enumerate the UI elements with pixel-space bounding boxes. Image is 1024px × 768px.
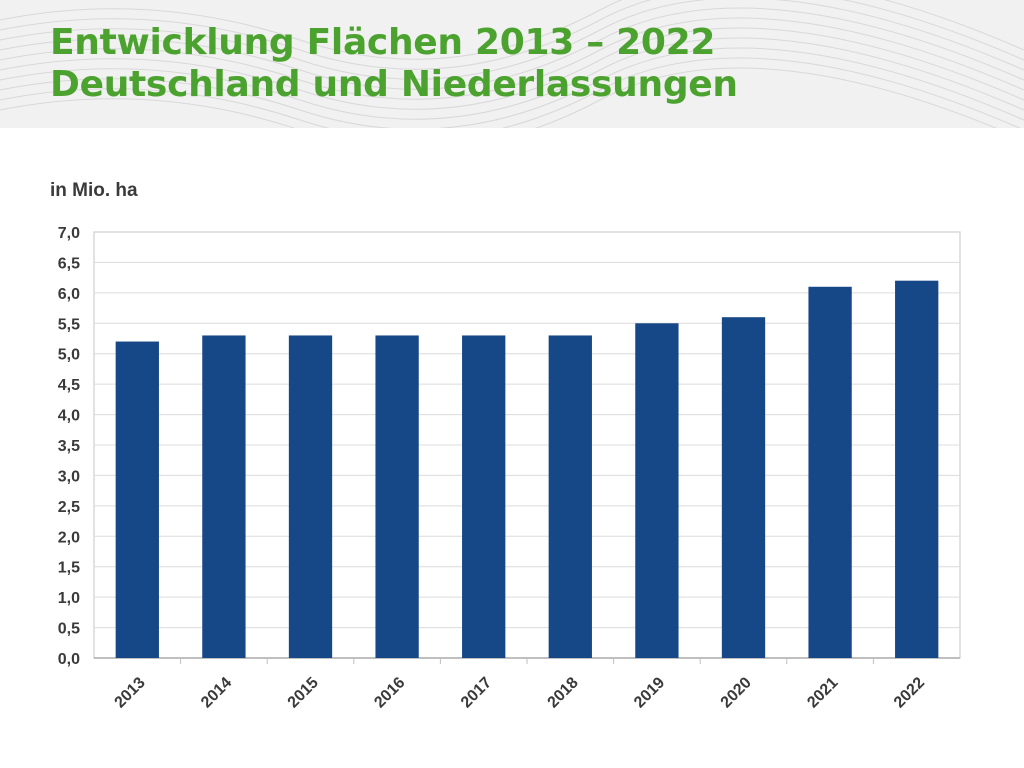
bar-2015 xyxy=(288,335,333,658)
bar-2021 xyxy=(808,286,852,658)
x-tick-label: 2018 xyxy=(545,674,582,711)
y-axis-unit-label: in Mio. ha xyxy=(50,180,138,201)
y-tick-label: 5,5 xyxy=(58,316,80,333)
bar-2020 xyxy=(721,317,766,658)
title-line-1: Entwicklung Flächen 2013 – 2022 xyxy=(50,22,716,63)
y-tick-label: 2,0 xyxy=(58,529,80,546)
bar-2017 xyxy=(462,335,506,658)
y-tick-label: 4,0 xyxy=(58,408,80,425)
x-tick-label: 2017 xyxy=(458,674,495,711)
y-tick-label: 7,0 xyxy=(58,225,80,242)
x-tick-label: 2021 xyxy=(804,674,841,711)
x-tick-label: 2015 xyxy=(285,674,322,711)
y-tick-label: 4,5 xyxy=(58,377,80,394)
x-tick-label: 2020 xyxy=(718,674,755,711)
bar-2022 xyxy=(895,280,939,658)
y-tick-label: 2,5 xyxy=(58,499,80,516)
y-tick-label: 3,5 xyxy=(58,438,80,455)
y-tick-label: 6,5 xyxy=(58,255,80,272)
bar-2018 xyxy=(548,335,592,658)
y-tick-label: 6,0 xyxy=(58,286,80,303)
bar-2016 xyxy=(375,335,419,658)
y-tick-label: 0,0 xyxy=(58,651,80,668)
y-tick-label: 3,0 xyxy=(58,468,80,485)
x-tick-label: 2016 xyxy=(371,674,408,711)
x-tick-label: 2013 xyxy=(112,674,149,711)
header-banner: Entwicklung Flächen 2013 – 2022 Deutschl… xyxy=(0,0,1024,128)
bar-2019 xyxy=(635,323,679,658)
x-tick-label: 2022 xyxy=(891,674,928,711)
page-title: Entwicklung Flächen 2013 – 2022 Deutschl… xyxy=(50,22,738,106)
y-tick-label: 0,5 xyxy=(58,621,80,638)
y-tick-label: 1,0 xyxy=(58,590,80,607)
y-tick-label: 5,0 xyxy=(58,347,80,364)
x-tick-label: 2014 xyxy=(198,674,235,711)
contour-pattern-decoration xyxy=(0,0,1024,128)
x-tick-label: 2019 xyxy=(631,674,668,711)
title-line-2: Deutschland und Niederlassungen xyxy=(50,64,738,105)
bar-2013 xyxy=(115,341,159,658)
bar-2014 xyxy=(202,335,246,658)
y-tick-label: 1,5 xyxy=(58,560,80,577)
